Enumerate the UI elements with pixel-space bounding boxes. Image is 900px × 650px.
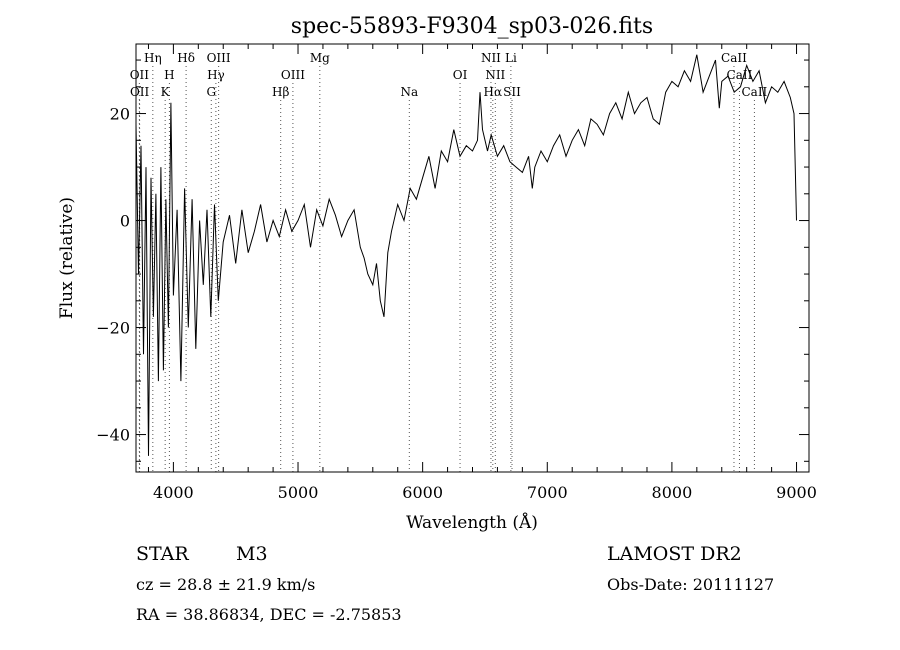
spectral-line-label-1: OII [130,68,150,82]
spectral-line-label-15: Li [505,51,517,65]
x-tick-label-8000: 8000 [652,483,693,502]
y-tick-label--20: −20 [96,319,130,338]
redshift-cz: cz = 28.8 ± 21.9 km/s [136,575,315,594]
y-axis-label: Flux (relative) [57,197,77,319]
plot-frame [135,43,810,473]
spectral-line-label-19: CaII [721,51,747,65]
chart-title: spec-55893-F9304_sp03-026.fits [291,14,653,39]
spectral-line-label-12: Na [400,85,418,99]
x-tick-label-5000: 5000 [278,483,319,502]
spectral-line-label-16: NII [485,68,505,82]
x-tick-label-9000: 9000 [776,483,817,502]
observation-date: Obs-Date: 20111127 [607,575,774,594]
spectral-line-label-11: Mg [310,51,330,65]
spectral-line-label-14: NII [481,51,501,65]
spectral-line-label-10: OIII [281,68,305,82]
spectral-line-label-6: OIII [207,51,231,65]
spectral-line-label-20: CaII [727,68,753,82]
spectral-line-label-0: Hη [144,51,162,65]
spectral-line-label-21: CaII [741,85,767,99]
y-tick-label-20: 20 [110,105,130,124]
spectral-line-label-3: OII [130,85,150,99]
x-axis: 4000 5000 6000 7000 8000 9000 [147,44,817,502]
spectrum-line-0 [135,54,797,456]
spectral-line-label-8: G [206,85,216,99]
object-class: STAR [136,543,189,565]
x-tick-label-7000: 7000 [527,483,568,502]
spectral-line-label-9: Hβ [272,85,289,99]
x-tick-label-6000: 6000 [402,483,443,502]
spectral-line-label-13: OI [453,68,468,82]
object-info: STAR M3 LAMOST DR2 cz = 28.8 ± 21.9 km/s… [136,543,774,624]
object-subclass: M3 [236,543,268,565]
ra-dec-coordinates: RA = 38.86834, DEC = -2.75853 [136,605,402,624]
y-tick-label-0: 0 [120,212,130,231]
survey-name: LAMOST DR2 [607,543,742,565]
spectral-line-label-17: Hα [484,85,503,99]
spectral-line-label-2: H [164,68,174,82]
spectrum-series [135,54,797,456]
y-axis: −40 −20 0 20 [96,59,809,462]
y-tick-label--40: −40 [96,426,130,445]
x-axis-label: Wavelength (Å) [406,512,538,533]
spectral-line-label-5: Hδ [177,51,195,65]
spectral-line-label-7: Hγ [207,68,225,82]
spectral-line-label-18: SII [503,85,521,99]
x-tick-label-4000: 4000 [153,483,194,502]
spectral-line-label-4: K [161,85,171,99]
